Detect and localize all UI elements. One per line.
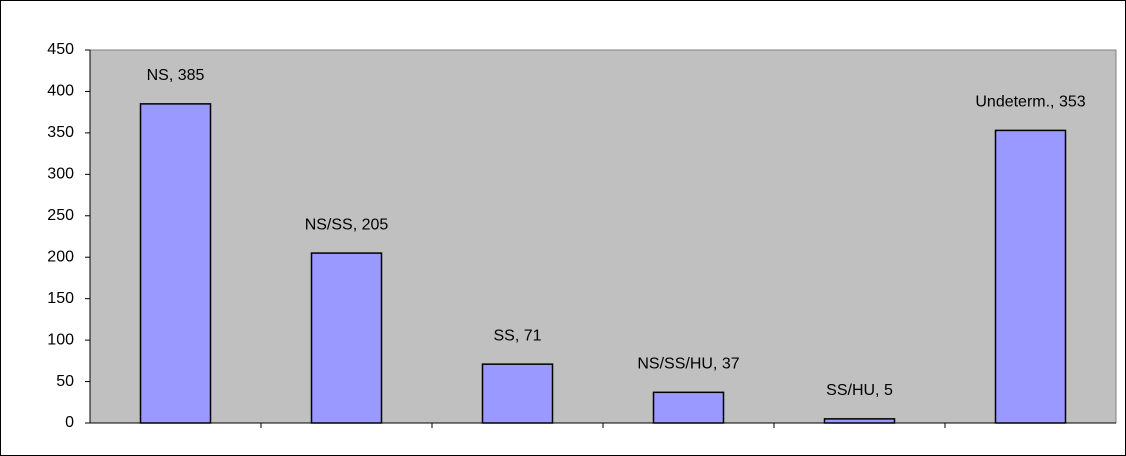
- y-tick-label: 0: [65, 414, 74, 431]
- bar: [994, 129, 1067, 424]
- plot-area: [89, 49, 1117, 424]
- data-label: NS/SS, 205: [305, 216, 389, 233]
- y-tick-label: 350: [47, 124, 74, 141]
- y-tick-label: 450: [47, 41, 74, 58]
- bar: [823, 418, 896, 424]
- data-label: SS/HU, 5: [826, 382, 893, 399]
- data-label: SS, 71: [493, 327, 541, 344]
- bar: [310, 252, 383, 424]
- data-label: NS, 385: [147, 67, 205, 84]
- data-label: Undeterm., 353: [975, 94, 1085, 111]
- y-tick-label: 300: [47, 166, 74, 183]
- y-tick-label: 150: [47, 290, 74, 307]
- data-label: NS/SS/HU, 37: [637, 356, 739, 373]
- bar: [481, 363, 554, 424]
- y-tick-label: 100: [47, 331, 74, 348]
- y-tick-label: 250: [47, 207, 74, 224]
- bar: [139, 103, 212, 424]
- y-tick-label: 400: [47, 83, 74, 100]
- y-tick-label: 200: [47, 248, 74, 265]
- y-tick-label: 50: [56, 373, 74, 390]
- bar: [652, 391, 725, 424]
